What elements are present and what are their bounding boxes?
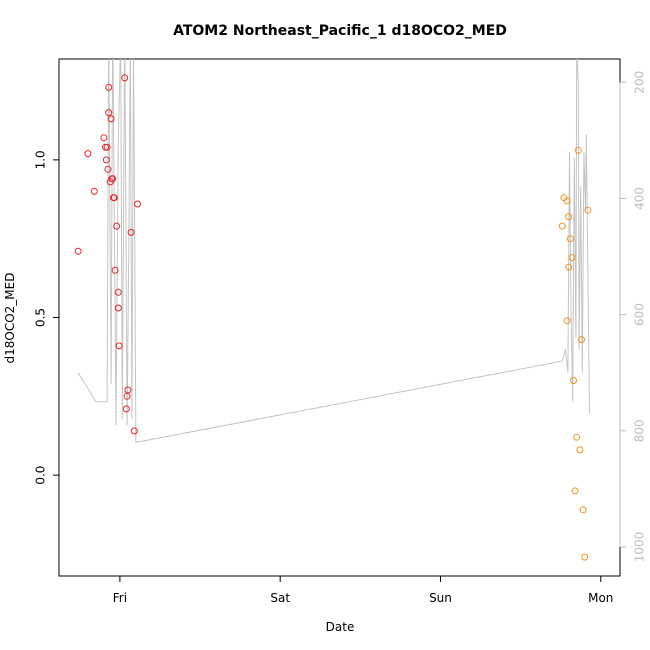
data-point-s1-6: [566, 235, 574, 243]
data-point-s1-14: [579, 506, 587, 514]
y-axis: 0.0 0.5 1.0: [34, 150, 60, 485]
line-series-path: [77, 59, 590, 444]
data-point-s1-0: [558, 222, 566, 230]
data-point-s0-24: [124, 386, 132, 394]
data-point-s0-19: [114, 304, 122, 312]
right-y-axis: 200 400 600 800 1000: [619, 71, 647, 563]
data-point-s0-6: [103, 143, 111, 151]
chart-title: ATOM2 Northeast_Pacific_1 d18OCO2_MED: [173, 23, 507, 39]
right-y-tick-label: 1000: [633, 532, 647, 563]
data-point-s0-5: [102, 156, 110, 164]
x-tick-label-sat: Sat: [270, 591, 290, 605]
data-point-s0-8: [105, 83, 113, 91]
data-point-s0-22: [122, 405, 130, 413]
data-point-s0-17: [113, 222, 121, 230]
data-point-s1-9: [571, 487, 579, 495]
data-point-s0-25: [127, 228, 135, 236]
data-point-s1-15: [581, 553, 589, 561]
x-axis-label: Date: [326, 620, 355, 634]
right-y-tick-label: 200: [633, 71, 647, 94]
data-point-s0-18: [114, 288, 122, 296]
data-point-s0-7: [104, 165, 112, 173]
x-tick-label-mon: Mon: [588, 591, 613, 605]
data-point-s0-13: [109, 175, 117, 183]
data-point-s1-3: [563, 317, 571, 325]
y-tick-label: 0.5: [34, 308, 48, 327]
data-point-s0-27: [134, 200, 141, 208]
x-axis: Fri Sat Sun Mon: [113, 575, 613, 605]
data-point-s0-3: [100, 134, 108, 142]
data-point-s0-16: [111, 266, 119, 274]
scatter-points: [74, 74, 592, 561]
data-point-s0-26: [130, 427, 138, 435]
data-point-s0-1: [84, 150, 92, 158]
y-axis-label: d18OCO2_MED: [3, 273, 17, 364]
data-point-s0-21: [121, 74, 129, 82]
data-point-s0-11: [107, 115, 115, 123]
data-point-s0-20: [115, 342, 123, 350]
data-point-s0-0: [74, 247, 82, 255]
data-point-s1-10: [573, 433, 581, 441]
right-y-tick-label: 400: [633, 187, 647, 210]
x-tick-label-fri: Fri: [113, 591, 127, 605]
right-axis-line-series: [77, 59, 590, 444]
y-tick-label: 0.0: [34, 466, 48, 485]
y-tick-label: 1.0: [34, 150, 48, 169]
data-point-s1-5: [565, 263, 573, 271]
data-point-s1-4: [565, 213, 573, 221]
right-y-tick-label: 800: [633, 419, 647, 442]
data-point-s1-12: [576, 446, 584, 454]
data-point-s1-2: [563, 197, 571, 205]
data-point-s1-8: [570, 377, 577, 384]
plot-frame: [58, 58, 621, 577]
data-point-s0-9: [105, 109, 113, 117]
data-point-s1-13: [578, 336, 585, 344]
data-point-s1-7: [568, 254, 576, 262]
x-tick-label-sun: Sun: [429, 591, 452, 605]
data-point-s0-2: [90, 187, 98, 195]
data-point-s1-11: [574, 146, 582, 154]
right-y-tick-label: 600: [633, 303, 647, 326]
data-point-s1-16: [584, 206, 592, 214]
data-point-s0-15: [110, 194, 118, 202]
